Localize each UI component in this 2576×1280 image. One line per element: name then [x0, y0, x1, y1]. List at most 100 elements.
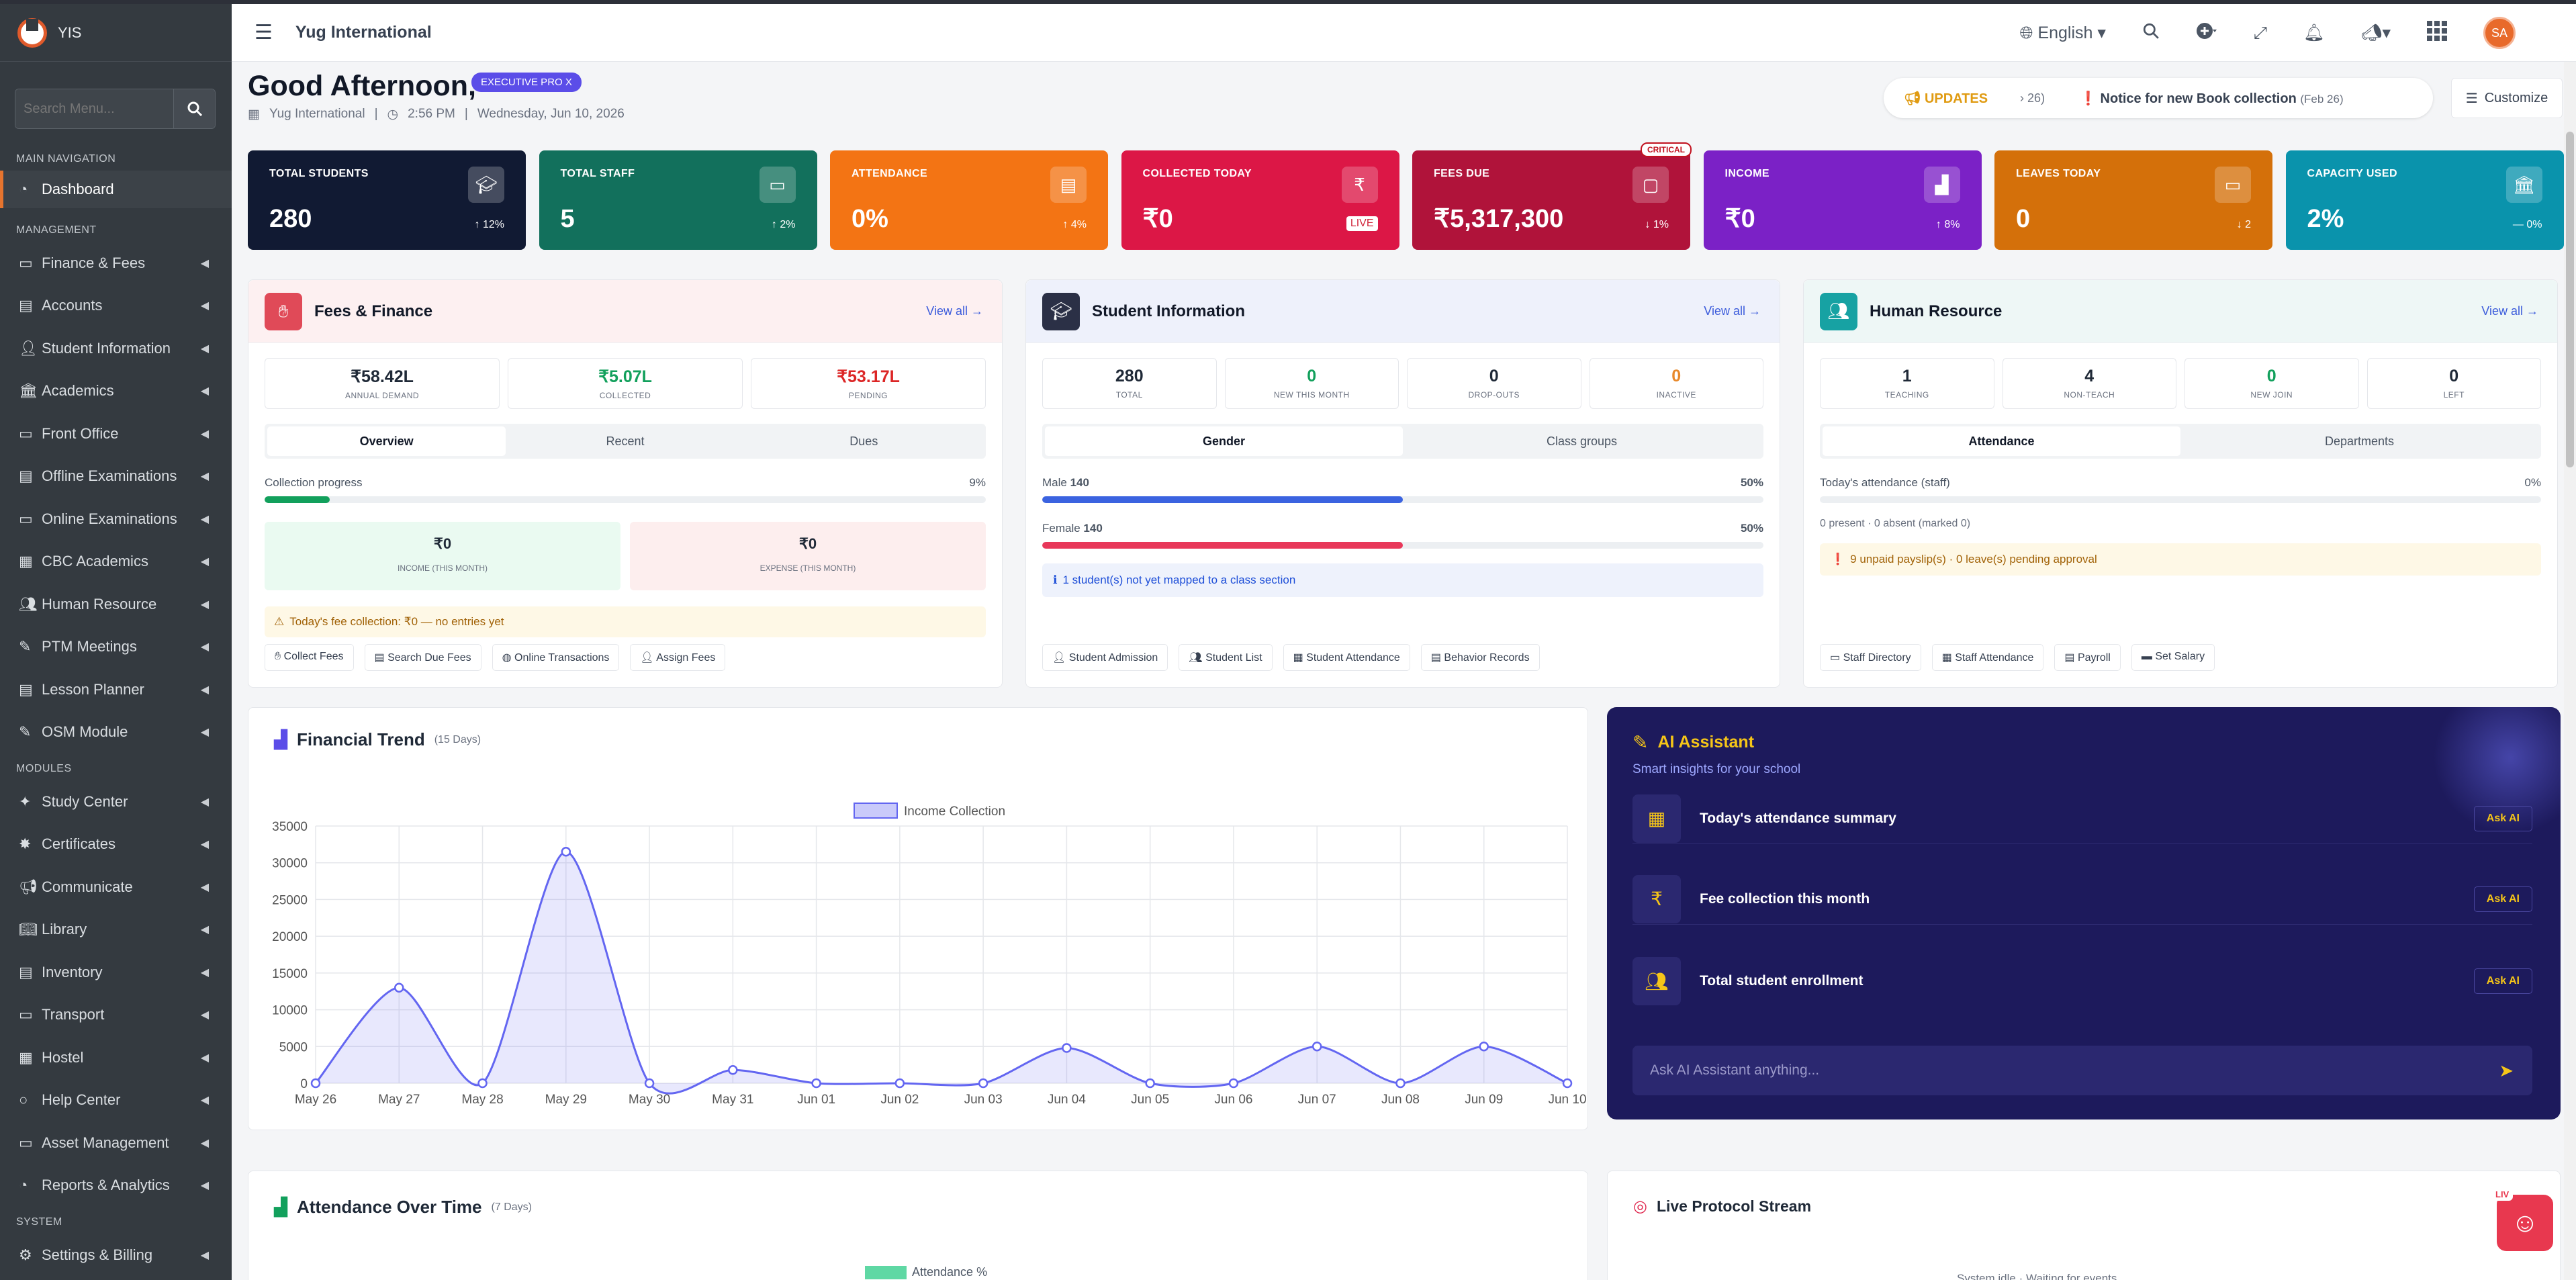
online-transactions-button[interactable]: ◍ Online Transactions — [492, 644, 620, 671]
set-salary-button[interactable]: ▬ Set Salary — [2131, 644, 2215, 671]
income-icon: ▟ — [1923, 167, 1960, 203]
send-icon[interactable]: ➤ — [2499, 1060, 2514, 1081]
sidebar-item-student-information[interactable]: 👤︎ Student Information ◀ — [0, 327, 232, 370]
megaphone-icon[interactable]: 📣︎▾ — [2360, 24, 2391, 42]
alert-icon: ❗ — [2080, 91, 2097, 106]
sidebar-item-transport[interactable]: ▭ Transport ◀ — [0, 994, 232, 1037]
student-view-all[interactable]: View all → — [1704, 304, 1761, 318]
ai-suggestion-fees[interactable]: ₹ Fee collection this month Ask AI — [1632, 874, 2532, 925]
sidebar-item-online-examinations[interactable]: ▭ Online Examinations ◀ — [0, 498, 232, 541]
stat-card-total-students[interactable]: TOTAL STUDENTS 280 🎓︎ ↑ 12% — [248, 150, 526, 250]
language-select[interactable]: 🌐︎ English ▾ — [2019, 24, 2106, 42]
tab-departments[interactable]: Departments — [2324, 435, 2395, 448]
sidebar-item-accounts[interactable]: ▤ Accounts ◀ — [0, 285, 232, 328]
stat-card-income[interactable]: INCOME ₹0 ▟ ↑ 8% — [1703, 150, 1982, 250]
sidebar-item-osm-module[interactable]: ✎ OSM Module ◀ — [0, 711, 232, 754]
ai-suggestion-attendance[interactable]: ▦ Today's attendance summary Ask AI — [1632, 793, 2532, 844]
sidebar-item-settings-billing[interactable]: ⚙︎ Settings & Billing ◀ — [0, 1234, 232, 1277]
unmapped-info: ℹ 1 student(s) not yet mapped to a class … — [1042, 563, 1763, 597]
sidebar-item-offline-examinations[interactable]: ▤ Offline Examinations ◀ — [0, 455, 232, 498]
stat-card-fees-due[interactable]: FEES DUE ₹5,317,300 ▢ ↓ 1% CRITICAL — [1412, 142, 1692, 250]
apps-grid-icon[interactable] — [2427, 20, 2447, 46]
sidebar-item-hostel[interactable]: ▦ Hostel ◀ — [0, 1036, 232, 1079]
tab-attendance[interactable]: Attendance — [1823, 426, 2180, 456]
id-card-icon: ▭ — [1830, 652, 1841, 664]
student-list-button[interactable]: 👥︎ Student List — [1179, 644, 1273, 671]
brand[interactable]: YIS — [0, 4, 232, 62]
ask-ai-button[interactable]: Ask AI — [2473, 968, 2532, 994]
button-label: Student Attendance — [1306, 652, 1400, 664]
document-icon: ▤ — [374, 652, 385, 664]
ai-suggestion-enrollment[interactable]: 👥︎ Total student enrollment Ask AI — [1632, 956, 2532, 1007]
staff-attendance-pct: 0% — [2524, 476, 2541, 489]
chatbot-launcher[interactable]: LIV ☺ — [2491, 1188, 2553, 1251]
student-attendance-button[interactable]: ▦ Student Attendance — [1283, 644, 1410, 671]
sidebar-item-finance-fees[interactable]: ▭ Finance & Fees ◀ — [0, 242, 232, 285]
attendance-trend-title: Attendance Over Time — [297, 1197, 482, 1217]
ask-ai-button[interactable]: Ask AI — [2473, 805, 2532, 831]
stat-card-collected-today[interactable]: COLLECTED TODAY ₹0 ₹ LIVE — [1121, 150, 1399, 250]
stat-value: ₹0 — [1142, 205, 1173, 233]
sidebar-item-inventory[interactable]: ▤ Inventory ◀ — [0, 951, 232, 994]
stat-card-leaves-today[interactable]: LEAVES TODAY 0 ▭ ↓ 2 — [1994, 150, 2272, 250]
menu-toggle-icon[interactable]: ☰ — [255, 21, 273, 44]
sidebar-item-help-center[interactable]: ○ Help Center ◀ — [0, 1079, 232, 1122]
search-icon[interactable] — [2142, 22, 2160, 44]
tab-dues[interactable]: Dues — [849, 435, 878, 448]
add-new-icon[interactable] — [2196, 22, 2217, 44]
sidebar-item-cbc-academics[interactable]: ▦ CBC Academics ◀ — [0, 541, 232, 584]
sidebar-item-ptm-meetings[interactable]: ✎ PTM Meetings ◀ — [0, 626, 232, 669]
tab-class-groups[interactable]: Class groups — [1546, 435, 1618, 448]
avatar[interactable]: SA — [2483, 17, 2516, 49]
tab-overview[interactable]: Overview — [267, 426, 506, 456]
signal-icon: ◎ — [1633, 1197, 1647, 1216]
customize-button[interactable]: ☰ Customize — [2451, 78, 2563, 118]
sidebar-item-certificates[interactable]: ✸ Certificates ◀ — [0, 823, 232, 866]
scroll-thumb[interactable] — [2566, 132, 2574, 467]
sidebar-item-front-office[interactable]: ▭ Front Office ◀ — [0, 412, 232, 455]
updates-ticker[interactable]: 📢︎ UPDATES › 26) ❗ Notice for new Book c… — [1884, 78, 2433, 118]
sidebar-item-academics[interactable]: 🏛︎ Academics ◀ — [0, 370, 232, 413]
sidebar-item-study-center[interactable]: ✦ Study Center ◀ — [0, 780, 232, 823]
greeting-subinfo: ▦ Yug International | ◷ 2:56 PM | Wednes… — [248, 107, 625, 122]
greeting-date: Wednesday, Jun 10, 2026 — [477, 107, 625, 121]
x-tick-label: Jun 02 — [880, 1093, 919, 1107]
search-due-fees-button[interactable]: ▤ Search Due Fees — [364, 644, 481, 671]
sidebar-item-reports-analytics[interactable]: ◔ Reports & Analytics ◀ — [0, 1164, 232, 1207]
staff-attendance-button[interactable]: ▦ Staff Attendance — [1931, 644, 2044, 671]
metric-label: LEFT — [2443, 390, 2465, 400]
stat-card-capacity-used[interactable]: CAPACITY USED 2% 🏛︎ — 0% — [2285, 150, 2564, 250]
metric-label: NEW THIS MONTH — [1273, 390, 1350, 400]
female-bar — [1042, 542, 1763, 549]
fullscreen-icon[interactable]: ⤢ — [2253, 23, 2267, 42]
payroll-button[interactable]: ▤ Payroll — [2054, 644, 2121, 671]
ai-input[interactable]: Ask AI Assistant anything... ➤ — [1632, 1046, 2532, 1095]
progress-value: 9% — [969, 476, 986, 489]
assign-fees-button[interactable]: 👤︎ Assign Fees — [630, 644, 726, 671]
collect-fees-button[interactable]: ✋︎ Collect Fees — [265, 644, 354, 671]
sidebar-item-human-resource[interactable]: 👥︎ Human Resource ◀ — [0, 583, 232, 626]
behavior-records-button[interactable]: ▤ Behavior Records — [1420, 644, 1540, 671]
sidebar-item-dashboard[interactable]: ◔ Dashboard — [0, 171, 232, 208]
staff-attendance-label: Today's attendance (staff) 0% — [1820, 476, 2541, 490]
sidebar-item-library[interactable]: 📖︎ Library ◀ — [0, 909, 232, 952]
sidebar-item-communicate[interactable]: 📢︎ Communicate ◀ — [0, 866, 232, 909]
student-admission-button[interactable]: 👤︎ Student Admission — [1042, 644, 1168, 671]
notice-item[interactable]: ❗ Notice for new Book collection (Feb 26… — [2080, 90, 2344, 107]
bell-icon[interactable]: 🔔︎ — [2303, 23, 2325, 42]
chevron-left-icon: ◀ — [200, 641, 209, 653]
finance-view-all[interactable]: View all → — [926, 304, 983, 318]
sidebar-search-input[interactable] — [15, 89, 173, 128]
sidebar-item-lesson-planner[interactable]: ▤ Lesson Planner ◀ — [0, 668, 232, 711]
staff-directory-button[interactable]: ▭ Staff Directory — [1820, 644, 1921, 671]
divider: | — [374, 107, 378, 121]
sidebar-item-asset-management[interactable]: ▭ Asset Management ◀ — [0, 1122, 232, 1164]
tab-recent[interactable]: Recent — [606, 435, 645, 448]
ask-ai-button[interactable]: Ask AI — [2473, 886, 2532, 912]
hr-view-all[interactable]: View all → — [2481, 304, 2538, 318]
stat-card-total-staff[interactable]: TOTAL STAFF 5 ▭ ↑ 2% — [539, 150, 817, 250]
stat-card-attendance[interactable]: ATTENDANCE 0% ▤ ↑ 4% — [830, 150, 1108, 250]
page-scrollbar[interactable] — [2564, 62, 2576, 1280]
search-icon[interactable] — [173, 89, 215, 128]
tab-gender[interactable]: Gender — [1045, 426, 1403, 456]
